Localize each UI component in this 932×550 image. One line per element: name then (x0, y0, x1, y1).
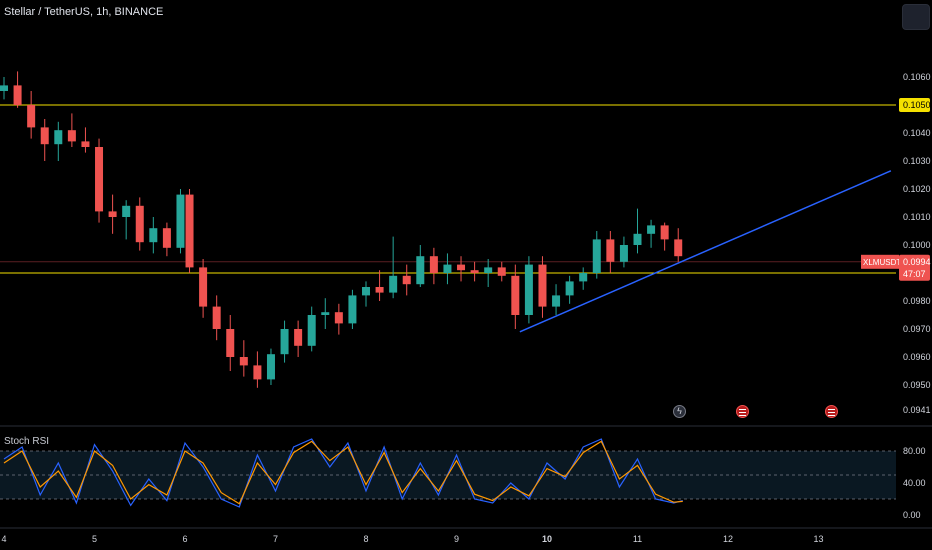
candle-body (592, 239, 601, 273)
candle-body (470, 270, 479, 273)
last-price-label: 0.0994 (903, 257, 931, 267)
price-tick-label: 0.1020 (903, 184, 931, 194)
lightning-icon[interactable]: ϟ (673, 405, 686, 418)
price-tick-label: 0.0970 (903, 324, 931, 334)
last-price-tag (899, 254, 930, 281)
candle-body (497, 267, 506, 276)
time-tick-label: 11 (633, 534, 642, 544)
candle-body (552, 295, 561, 307)
level-price-tag (899, 98, 930, 112)
candle-body (212, 306, 221, 329)
candle-body (122, 205, 131, 217)
candle-body (54, 130, 63, 145)
candle-body (647, 225, 656, 234)
candle-body (334, 312, 343, 324)
candle-body (280, 329, 289, 355)
countdown-label: 47:07 (903, 269, 926, 279)
price-tick-label: 0.1040 (903, 128, 931, 138)
candle-body (294, 329, 303, 346)
stoch-rsi-tick-label: 0.00 (903, 510, 921, 520)
candle-body (149, 228, 158, 243)
time-tick-label: 8 (363, 534, 368, 544)
candle-body (579, 273, 588, 282)
candle-body (13, 85, 22, 105)
candle-body (511, 275, 520, 315)
candle-body (524, 264, 533, 315)
stoch-rsi-series-line (3, 440, 683, 505)
candle-body (565, 281, 574, 296)
price-tick-label: 0.1060 (903, 72, 931, 82)
candle-body (321, 312, 330, 315)
time-tick-label: 13 (813, 534, 823, 544)
candle-body (674, 239, 683, 257)
candle-body (457, 264, 466, 271)
us-flag-icon[interactable] (825, 405, 838, 418)
price-tick-label: 0.0950 (903, 380, 931, 390)
stoch-rsi-tick-label: 40.00 (903, 478, 926, 488)
candle-body (199, 267, 208, 307)
time-tick-label: 5 (92, 534, 97, 544)
chart-title: Stellar / TetherUS, 1h, BINANCE (4, 6, 164, 18)
candle-body (402, 275, 411, 285)
candle-body (95, 147, 104, 212)
candle-body (443, 264, 452, 273)
candle-body (162, 228, 171, 248)
candle-body (135, 205, 144, 243)
time-tick-label: 12 (723, 534, 733, 544)
candle-body (619, 245, 628, 262)
stoch-rsi-tick-label: 80.00 (903, 446, 926, 456)
trendline (519, 170, 892, 333)
time-tick-label: 10 (542, 534, 552, 544)
price-tick-label: 0.0941 (903, 405, 931, 415)
candle-body (538, 264, 547, 307)
candle-body (176, 194, 185, 248)
candle-body (27, 105, 36, 128)
us-flag-icon[interactable] (736, 405, 749, 418)
price-tick-label: 0.1010 (903, 212, 931, 222)
time-tick-label: 9 (454, 534, 459, 544)
candle-body (429, 256, 438, 273)
candle-body (348, 295, 357, 324)
candle-body (660, 225, 669, 240)
candle-body (40, 127, 49, 145)
time-tick-label: 4 (1, 534, 6, 544)
candle-body (253, 365, 262, 380)
level-price-label: 0.1050 (903, 100, 931, 110)
candle-body (362, 287, 370, 296)
stoch-rsi-series-line (3, 438, 683, 508)
time-tick-label: 7 (273, 534, 278, 544)
symbol-tag (861, 254, 899, 269)
menu-button[interactable] (902, 4, 930, 30)
candle-body (633, 233, 642, 245)
price-tick-label: 0.0980 (903, 296, 931, 306)
candle-body (185, 194, 194, 268)
candle-body (239, 357, 248, 366)
candle-body (389, 275, 398, 293)
candle-body (484, 267, 493, 273)
candle-body (226, 329, 235, 357)
time-tick-label: 6 (182, 534, 187, 544)
candle-body (81, 141, 90, 147)
candle-body (606, 239, 615, 262)
price-tick-label: 0.0960 (903, 352, 931, 362)
candle-body (307, 315, 316, 346)
candle-body (266, 354, 275, 380)
candle-body (416, 256, 425, 285)
symbol-label: XLMUSDT (863, 258, 901, 267)
candle-body (67, 130, 76, 142)
candle-body (375, 287, 384, 293)
candle-body (108, 211, 117, 217)
price-tick-label: 0.1030 (903, 156, 931, 166)
candle-body (0, 85, 8, 91)
price-tick-label: 0.1000 (903, 240, 931, 250)
stoch-rsi-title: Stoch RSI (4, 436, 50, 447)
